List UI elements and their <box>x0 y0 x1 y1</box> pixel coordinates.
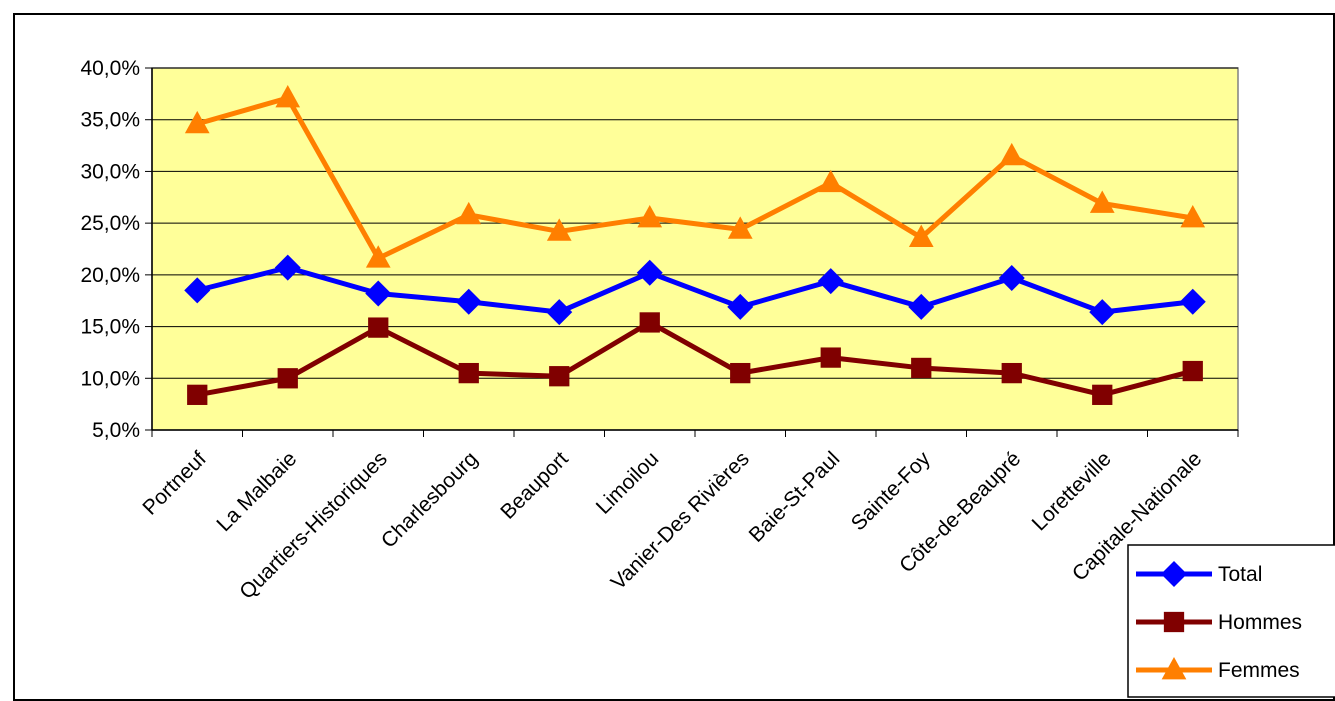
data-point <box>636 259 663 286</box>
data-point <box>549 366 570 387</box>
x-tick-label: Sainte-Foy <box>847 447 935 535</box>
data-point <box>365 245 391 268</box>
data-point <box>274 254 301 281</box>
y-tick-label: 10,0% <box>80 367 140 390</box>
data-point <box>184 277 211 304</box>
data-point <box>730 362 751 384</box>
data-point <box>368 317 389 338</box>
legend-item-hommes: Hommes <box>1136 611 1302 634</box>
data-point <box>1163 611 1185 633</box>
x-tick-label: Limoilou <box>592 447 664 519</box>
x-tick-label: Loretteville <box>1028 447 1116 535</box>
y-axis-ticks: 5,0% 10,0% 15,0% 20,0% 25,0% 30,0% 35,0% 40,0% <box>80 57 152 442</box>
x-tick-label: Beauport <box>496 447 573 524</box>
series-total <box>184 254 1206 326</box>
data-point <box>187 384 208 405</box>
x-axis-ticks: Portneuf La MalbaieQuartiers-HistoriquesC… <box>138 430 1239 604</box>
data-point <box>458 362 479 384</box>
data-point <box>277 368 298 389</box>
legend-label: Femmes <box>1218 659 1300 682</box>
x-tick-label: Quartiers-Historiques <box>235 447 392 604</box>
data-point <box>820 347 841 368</box>
series-line <box>196 265 1194 315</box>
x-tick-label: Baie-St-Paul <box>745 447 845 547</box>
x-tick-label: La Malbaie <box>212 447 301 536</box>
data-point <box>456 201 482 225</box>
y-tick-label: 20,0% <box>80 264 140 287</box>
legend-item-total: Total <box>1136 561 1262 587</box>
x-tick-label: Charlesbourg <box>377 447 482 552</box>
data-point <box>546 299 573 326</box>
data-point <box>455 288 482 315</box>
y-tick-label: 30,0% <box>80 160 140 183</box>
y-tick-label: 40,0% <box>80 57 140 80</box>
plot-area <box>151 67 1239 431</box>
data-point <box>1001 362 1022 384</box>
data-point <box>911 357 932 379</box>
data-point <box>908 293 935 320</box>
y-tick-label: 25,0% <box>80 212 140 235</box>
data-point <box>184 110 210 134</box>
data-point <box>1179 288 1206 315</box>
data-point <box>908 224 934 247</box>
data-point <box>1089 299 1116 326</box>
series-line <box>196 319 1194 398</box>
legend: Total Hommes Femmes <box>1127 544 1335 698</box>
data-point <box>999 142 1025 166</box>
data-point <box>1180 204 1206 228</box>
series-layer <box>184 84 1206 405</box>
legend-label: Hommes <box>1218 611 1302 634</box>
y-tick-label: 5,0% <box>92 419 140 442</box>
data-point <box>818 169 844 193</box>
data-point <box>1092 384 1113 405</box>
data-point <box>1089 190 1115 213</box>
data-point <box>727 293 754 320</box>
series-femmes <box>184 84 1206 268</box>
series-hommes <box>187 312 1203 405</box>
data-point <box>637 204 663 228</box>
y-tick-label: 35,0% <box>80 109 140 132</box>
data-point <box>546 218 572 241</box>
y-tick-label: 15,0% <box>80 316 140 339</box>
data-point <box>1182 360 1203 382</box>
series-line <box>196 95 1194 261</box>
data-point <box>998 264 1025 291</box>
data-point <box>639 312 660 333</box>
data-point <box>1161 657 1187 680</box>
legend-label: Total <box>1218 563 1262 586</box>
data-point <box>275 84 301 108</box>
data-point <box>365 280 392 307</box>
data-point <box>727 216 753 239</box>
legend-item-femmes: Femmes <box>1136 657 1300 682</box>
data-point <box>1161 561 1187 587</box>
x-tick-label: Portneuf <box>138 447 211 520</box>
data-point <box>817 268 844 295</box>
